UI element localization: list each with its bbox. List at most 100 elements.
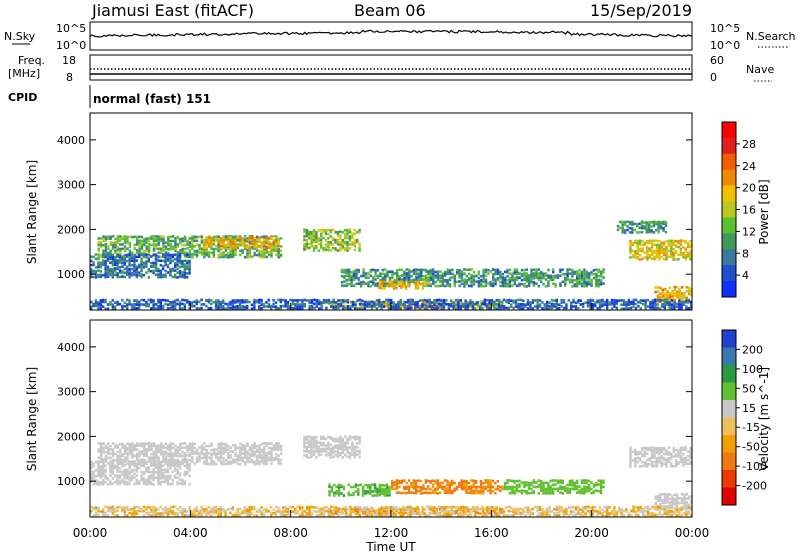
data-cell [308, 236, 311, 240]
data-cell [102, 262, 105, 265]
data-cell [310, 234, 313, 238]
data-cell [166, 258, 170, 261]
data-cell [147, 253, 150, 257]
data-cell [111, 247, 115, 250]
data-cell [114, 301, 117, 304]
data-cell [207, 254, 211, 257]
data-cell [205, 251, 208, 255]
data-cell [472, 489, 475, 493]
data-cell [116, 480, 119, 483]
data-cell [380, 284, 384, 288]
data-cell [140, 257, 143, 261]
data-cell [639, 307, 642, 310]
data-cell [171, 482, 174, 485]
data-cell [628, 222, 632, 226]
data-cell [159, 249, 163, 253]
data-cell [315, 240, 318, 243]
data-cell [583, 285, 586, 288]
data-cell [606, 301, 609, 304]
data-cell [150, 265, 153, 268]
data-cell [649, 301, 652, 304]
data-cell [472, 485, 475, 489]
data-cell [429, 479, 432, 483]
data-cell [258, 460, 261, 463]
data-cell [610, 298, 614, 302]
data-cell [511, 479, 514, 483]
data-cell [162, 454, 165, 457]
data-cell [260, 307, 263, 310]
data-cell [660, 221, 663, 224]
data-cell [222, 448, 225, 451]
data-cell [357, 511, 360, 515]
data-cell [317, 453, 320, 457]
data-cell [123, 464, 126, 467]
data-cell [142, 253, 146, 256]
data-cell [646, 245, 649, 249]
data-cell [263, 255, 266, 259]
data-cell [224, 235, 228, 238]
data-cell [248, 244, 251, 247]
data-cell [498, 301, 501, 304]
data-cell [227, 456, 230, 460]
data-cell [358, 230, 361, 234]
data-cell [580, 481, 584, 485]
data-cell [379, 272, 382, 275]
data-cell [629, 243, 632, 247]
data-cell [212, 450, 216, 454]
data-cell [332, 439, 335, 443]
data-cell [511, 274, 514, 278]
data-cell [140, 253, 143, 256]
data-cell [128, 482, 131, 485]
data-cell [224, 462, 228, 466]
data-cell [183, 243, 187, 247]
data-cell [429, 284, 432, 288]
data-cell [251, 444, 254, 447]
data-cell [162, 275, 165, 279]
data-cell [207, 244, 211, 247]
data-cell [106, 259, 110, 262]
data-cell [570, 304, 573, 308]
data-cell [678, 294, 681, 298]
data-cell [123, 257, 126, 261]
data-cell [109, 249, 112, 253]
data-cell [289, 298, 292, 302]
data-cell [356, 238, 359, 242]
data-cell [346, 451, 349, 454]
data-cell [94, 482, 98, 486]
data-cell [214, 306, 218, 310]
data-cell [121, 444, 124, 447]
data-cell [576, 274, 579, 278]
data-cell [198, 251, 201, 254]
data-cell [356, 299, 359, 302]
data-cell [587, 489, 591, 493]
data-cell [453, 282, 456, 286]
data-cell [102, 458, 105, 461]
data-cell [477, 272, 480, 276]
data-cell [169, 477, 172, 480]
data-cell [111, 253, 114, 257]
data-cell [239, 446, 242, 449]
data-cell [169, 239, 172, 243]
data-cell [284, 299, 287, 302]
data-cell [634, 256, 637, 259]
data-cell [234, 240, 237, 243]
data-cell [248, 457, 252, 460]
data-cell [227, 448, 230, 451]
data-cell [549, 278, 552, 282]
data-cell [395, 286, 398, 290]
data-cell [121, 247, 124, 251]
data-cell [378, 487, 382, 491]
data-cell [477, 282, 480, 285]
data-cell [513, 486, 516, 489]
data-cell [451, 272, 454, 276]
data-cell [90, 307, 93, 310]
data-cell [243, 306, 246, 310]
data-cell [157, 243, 160, 246]
data-cell [188, 272, 191, 275]
data-cell [658, 243, 661, 247]
data-cell [643, 461, 647, 464]
data-cell [253, 463, 256, 466]
data-cell [469, 303, 472, 306]
data-cell [583, 492, 586, 495]
